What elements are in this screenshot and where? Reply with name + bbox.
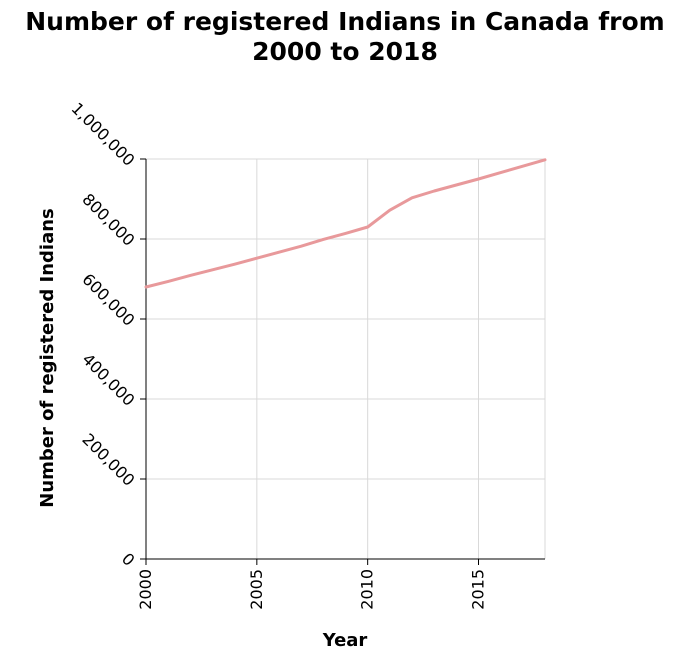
x-tick-label: 2010: [358, 569, 377, 610]
y-tick-label: 800,000: [78, 190, 138, 250]
x-tick-label: 2015: [469, 569, 488, 610]
y-tick-label: 1,000,000: [68, 99, 139, 170]
series-layer: [144, 158, 547, 289]
series-line: [144, 158, 547, 289]
y-tick-label: 400,000: [78, 350, 138, 410]
x-tick-label: 2000: [136, 569, 155, 610]
x-tick-label: 2005: [247, 569, 266, 610]
y-tick-label: 0: [118, 549, 139, 570]
y-tick-labels: 0 200,000 400,000 600,000 800,000 1,000,000: [68, 99, 139, 570]
chart-title: Number of registered Indians in Canada f…: [25, 7, 665, 66]
y-axis-label: Number of registered Indians: [37, 208, 58, 507]
chart-title-line-2: 2000 to 2018: [252, 37, 438, 66]
chart-title-line-1: Number of registered Indians in Canada f…: [25, 7, 665, 36]
y-tick-label: 600,000: [78, 270, 138, 330]
grid-lines: [145, 158, 546, 560]
x-axis-label: Year: [322, 630, 368, 651]
x-tick-labels: 2000 2005 2010 2015: [136, 569, 488, 610]
axes: [140, 158, 545, 565]
y-tick-label: 200,000: [78, 430, 138, 490]
